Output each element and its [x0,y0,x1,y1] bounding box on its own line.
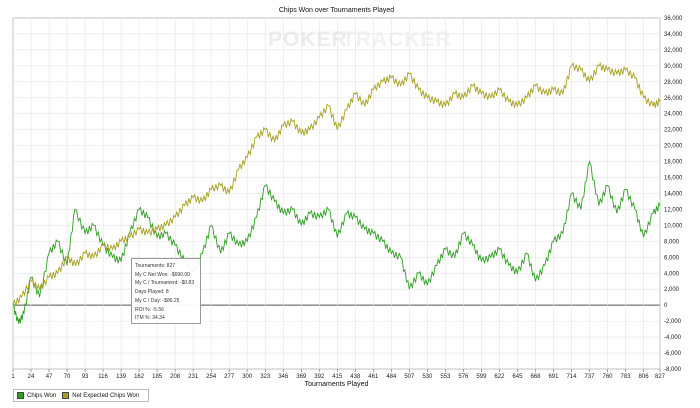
x-tick-label: 415 [332,374,343,380]
x-tick-label: 553 [440,374,451,380]
x-tick-label: 530 [422,374,433,380]
x-tick-label: 576 [458,374,469,380]
legend-label-chips-won: Chips Won [27,392,57,399]
x-tick-label: 806 [639,374,650,380]
x-tick-label: 691 [548,374,559,380]
y-tick-label: 34,000 [664,32,683,38]
y-tick-label: 26,000 [664,96,683,102]
y-tick-label: 0 [664,303,668,309]
x-tick-label: 783 [621,374,632,380]
x-tick-label: 47 [46,374,53,380]
y-tick-label: -8,000 [664,367,682,373]
y-tick-label: 20,000 [664,144,683,150]
tooltip-roi: ROI %: -5.56 [135,306,164,313]
y-tick-label: 18,000 [664,160,683,166]
series-line-chips-won [12,160,661,324]
y-tick-label: -2,000 [664,319,682,325]
legend-label-net-expected: Net Expected Chips Won [72,392,140,399]
x-tick-label: 254 [206,374,217,380]
x-tick-label: 323 [260,374,271,380]
x-tick-label: 277 [224,374,235,380]
chart-title: Chips Won over Tournaments Played [279,7,394,14]
y-tick-label: 22,000 [664,128,683,134]
y-tick-label: 30,000 [664,64,683,70]
x-tick-label: 139 [116,374,127,380]
x-tick-label: 185 [152,374,163,380]
x-tick-label: 231 [188,374,199,380]
x-tick-label: 208 [170,374,181,380]
y-tick-label: 16,000 [664,176,683,182]
x-axis-title: Tournaments Played [305,381,369,388]
y-tick-label: 36,000 [664,16,683,22]
y-tick-label: 2,000 [664,287,680,293]
x-tick-label: 484 [386,374,397,380]
legend-swatch-chips-won [17,392,24,399]
y-tick-label: 4,000 [664,271,680,277]
legend-swatch-net-expected [62,392,70,399]
tooltip-net-won: My C Net Won: -$690.00 [135,271,190,278]
arrow-right-icon: → [667,190,674,197]
y-tick-label: 24,000 [664,112,683,118]
watermark-logo-tracker: TRACKER [342,28,452,51]
x-tick-label: 622 [494,374,505,380]
chart-tooltip: Tournaments: 827 My C Net Won: -$690.00 … [131,258,201,324]
series-line-net-expected-chips-won [12,61,661,307]
tooltip-per-tournament: My C / Tournament: -$0.83 [135,280,195,287]
x-tick-label: 714 [566,374,577,380]
tooltip-tournaments: Tournaments: 827 [135,263,176,269]
x-tick-label: 162 [134,374,145,380]
y-tick-label: 8,000 [664,239,680,245]
tooltip-days-played: Days Played: 8 [135,289,169,296]
x-tick-label: 1 [11,374,15,380]
x-tick-label: 827 [655,374,666,380]
x-tick-label: 645 [512,374,523,380]
tooltip-itm: ITM %: 34.34 [135,315,165,322]
y-tick-label: 12,000 [664,207,683,213]
y-tick-label: 28,000 [664,80,683,86]
x-tick-label: 300 [242,374,253,380]
y-tick-label: -4,000 [664,335,682,341]
y-tick-label: 32,000 [664,48,683,54]
x-tick-label: 438 [350,374,361,380]
x-tick-label: 369 [296,374,307,380]
x-tick-label: 760 [603,374,614,380]
x-tick-label: 392 [314,374,325,380]
watermark-logo-poker: POKER [268,28,348,51]
y-tick-label: -6,000 [664,351,682,357]
x-tick-label: 93 [82,374,89,380]
x-tick-label: 70 [64,374,71,380]
chart-legend: Chips Won Net Expected Chips Won [13,389,150,402]
x-tick-label: 116 [98,374,108,380]
legend-item-net-expected[interactable]: Net Expected Chips Won [62,392,139,399]
x-tick-label: 24 [28,374,35,380]
tooltip-per-day: My C / Day: -$86.25 [135,297,180,304]
x-tick-label: 507 [404,374,415,380]
x-tick-label: 737 [584,374,595,380]
x-tick-label: 599 [476,374,487,380]
x-tick-label: 668 [530,374,541,380]
y-tick-label: 10,000 [664,223,683,229]
y-tick-label: 14,000 [664,192,683,198]
x-tick-label: 461 [368,374,379,380]
x-tick-label: 346 [278,374,289,380]
y-tick-label: 6,000 [664,255,680,261]
legend-item-chips-won[interactable]: Chips Won [17,392,56,399]
